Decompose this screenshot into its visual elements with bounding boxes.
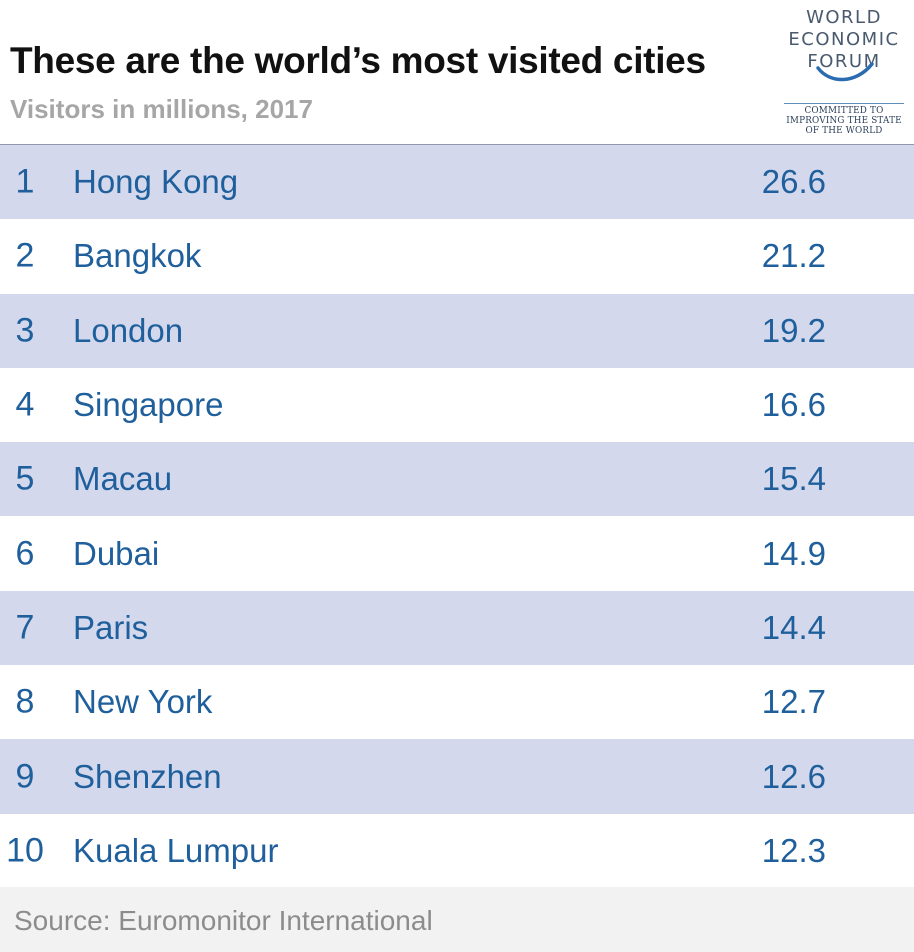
table-row: 5 Macau 15.4: [0, 442, 914, 517]
logo-divider: [784, 103, 904, 104]
rank-label: 8: [15, 682, 35, 721]
visitor-value: 16.6: [761, 386, 826, 424]
city-label: Paris: [73, 608, 149, 646]
table-row: 2 Bangkok 21.2: [0, 219, 914, 294]
city-label: Dubai: [73, 534, 160, 572]
chart-title: These are the world’s most visited citie…: [10, 40, 706, 81]
swoosh-icon: [816, 62, 874, 82]
table-row: 3 London 19.2: [0, 293, 914, 368]
visitor-value: 12.3: [761, 831, 826, 869]
city-label: Shenzhen: [73, 757, 222, 795]
rank-label: 6: [15, 534, 35, 573]
city-label: Singapore: [73, 386, 224, 424]
visitor-value: 19.2: [761, 311, 826, 349]
rank-label: 4: [15, 385, 35, 424]
visitor-value: 12.7: [761, 683, 826, 721]
visitor-value: 15.4: [761, 460, 826, 498]
city-label: Macau: [73, 460, 173, 498]
source-footer: Source: Euromonitor International: [0, 887, 914, 952]
visitor-value: 14.9: [761, 534, 826, 572]
ranking-table: 1 Hong Kong 26.6 2 Bangkok 21.2 3 London 19.2 4 Si…: [0, 144, 914, 888]
rank-label: 9: [15, 757, 35, 796]
chart-header: These are the world’s most visited citie…: [0, 0, 914, 144]
logo-line-forum: FORUM: [807, 51, 881, 72]
logo-tagline-2: IMPROVING THE STATE: [786, 116, 902, 126]
source-text: Source: Euromonitor International: [14, 905, 433, 936]
chart-subtitle: Visitors in millions, 2017: [10, 94, 313, 124]
table-row: 1 Hong Kong 26.6: [0, 145, 914, 220]
rank-label: 2: [15, 236, 35, 275]
table-row: 8 New York 12.7: [0, 665, 914, 740]
table-row: 9 Shenzhen 12.6: [0, 739, 914, 814]
city-label: Bangkok: [73, 237, 202, 275]
wef-logo: WORLD ECONOMIC FORUM COMMITTED TO IMPROV…: [780, 8, 908, 136]
visitor-value: 14.4: [761, 608, 826, 646]
visitor-value: 12.6: [761, 757, 826, 795]
logo-line-world: WORLD: [806, 7, 882, 28]
logo-line-economic: ECONOMIC: [788, 29, 900, 50]
table-row: 4 Singapore 16.6: [0, 367, 914, 443]
visitor-value: 26.6: [761, 163, 826, 201]
table-row: 10 Kuala Lumpur 12.3: [0, 813, 914, 888]
city-label: Hong Kong: [73, 163, 239, 201]
city-label: Kuala Lumpur: [73, 831, 279, 869]
rank-label: 7: [15, 608, 35, 647]
rank-label: 1: [15, 162, 35, 201]
rank-label: 10: [6, 831, 44, 870]
visitor-value: 21.2: [761, 237, 826, 275]
table-row: 7 Paris 14.4: [0, 590, 914, 666]
city-label: New York: [73, 683, 213, 721]
city-label: London: [73, 311, 184, 349]
logo-tagline-1: COMMITTED TO: [804, 106, 884, 116]
logo-tagline-3: OF THE WORLD: [805, 126, 883, 136]
table-row: 6 Dubai 14.9: [0, 516, 914, 591]
rank-label: 5: [15, 459, 35, 498]
rank-label: 3: [15, 311, 35, 350]
